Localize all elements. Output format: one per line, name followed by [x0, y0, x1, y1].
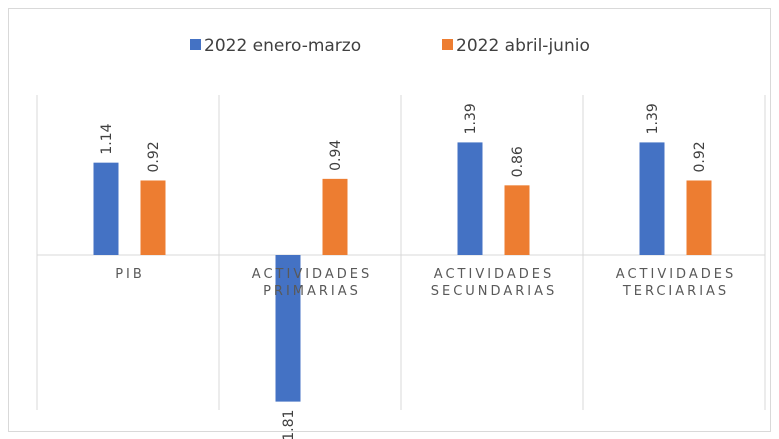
bar [639, 142, 665, 255]
x-tick-label: PIB [115, 267, 145, 282]
value-label: 0.86 [510, 146, 526, 177]
bar [275, 255, 301, 402]
value-label: 0.92 [146, 141, 162, 172]
x-tick-label: ACTIVIDADES SECUNDARIAS [430, 267, 558, 299]
legend-label: 2022 abril-junio [456, 36, 590, 56]
x-tick-label: ACTIVIDADES PRIMARIAS [251, 267, 373, 299]
legend-label: 2022 enero-marzo [204, 36, 361, 56]
value-label: 1.39 [463, 103, 479, 134]
value-label: -1.81 [281, 410, 297, 439]
bar [140, 180, 166, 255]
value-label: 1.14 [99, 123, 115, 154]
value-label: 0.92 [692, 141, 708, 172]
bar [93, 162, 119, 255]
legend-swatch [190, 39, 201, 50]
bar [322, 178, 348, 255]
bar [686, 180, 712, 255]
bar [504, 185, 530, 255]
value-label: 0.94 [328, 140, 344, 171]
bar [457, 142, 483, 255]
x-tick-label: ACTIVIDADES TERCIARIAS [615, 267, 737, 299]
legend-swatch [442, 39, 453, 50]
value-label: 1.39 [645, 103, 661, 134]
